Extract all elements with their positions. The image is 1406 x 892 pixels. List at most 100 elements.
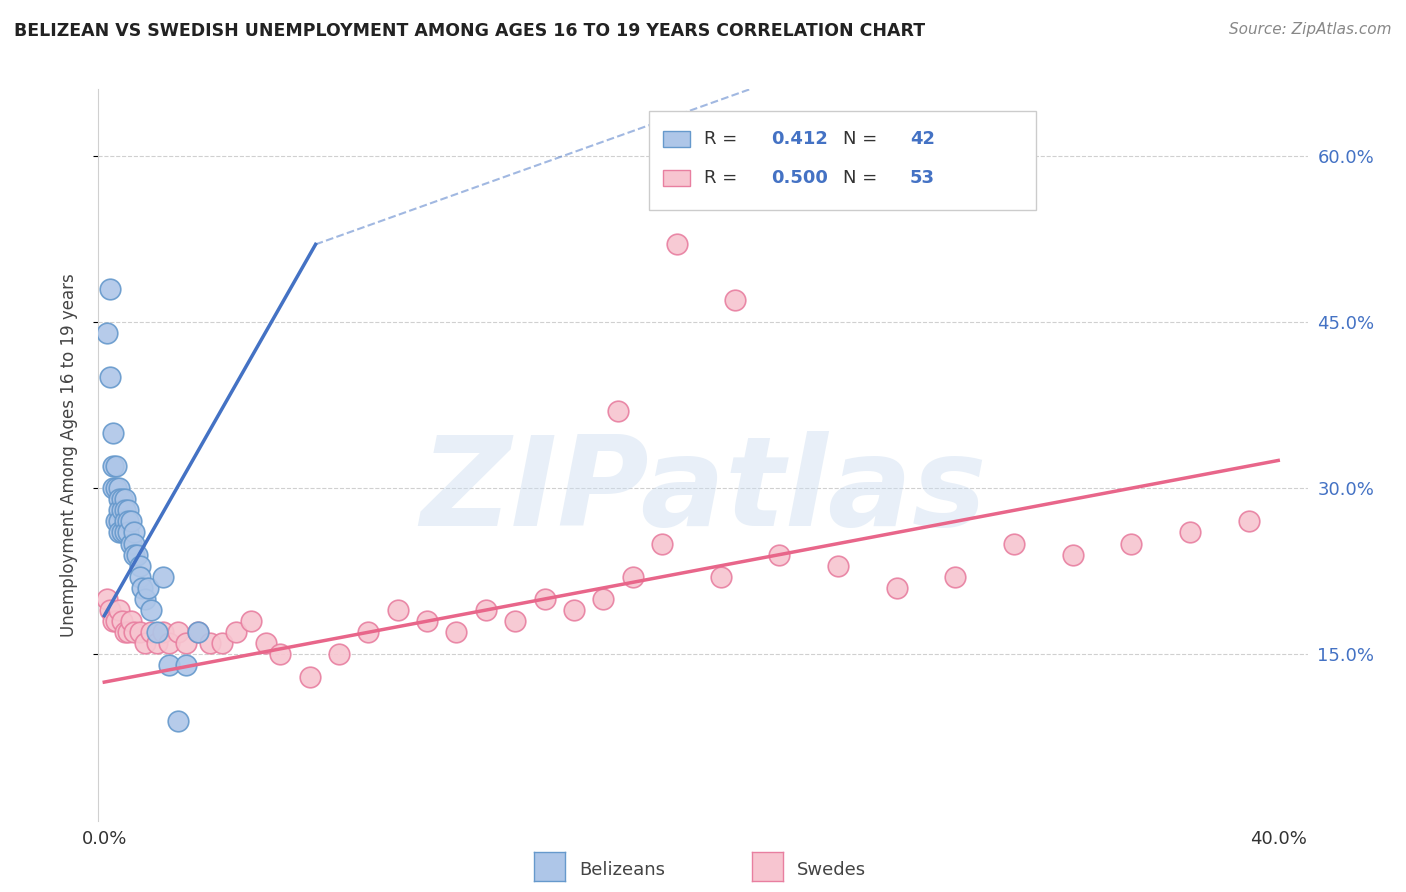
Text: Source: ZipAtlas.com: Source: ZipAtlas.com [1229,22,1392,37]
Point [357,625,380,640]
Point [114,625,136,640]
Point [128,558,150,573]
Point [710,570,733,584]
Point [269,648,291,662]
Point [152,570,174,584]
Point [111,492,134,507]
Point [111,503,134,517]
Point [1237,515,1260,529]
Point [111,614,134,628]
Point [134,592,156,607]
Point [592,592,614,607]
Point [166,714,188,728]
Point [328,648,350,662]
Point [157,636,180,650]
Point [503,614,526,628]
Point [187,625,209,640]
Point [108,481,131,495]
Point [101,481,124,495]
Point [152,625,174,640]
Point [120,614,142,628]
Point [157,658,180,673]
Text: ZIPatlas: ZIPatlas [420,431,986,552]
Point [122,548,145,562]
Point [166,625,188,640]
Point [141,625,163,640]
Point [122,625,145,640]
Point [114,503,136,517]
Point [98,370,121,384]
Point [108,525,131,540]
Point [105,481,128,495]
Point [562,603,585,617]
Point [105,515,128,529]
Point [125,548,148,562]
Text: 0.500: 0.500 [770,169,828,187]
Text: Swedes: Swedes [797,861,866,879]
Text: 53: 53 [910,169,935,187]
Text: 42: 42 [910,130,935,148]
Point [724,293,747,307]
Point [254,636,277,650]
Point [122,536,145,550]
Text: Belizeans: Belizeans [579,861,665,879]
Point [105,614,128,628]
Y-axis label: Unemployment Among Ages 16 to 19 years: Unemployment Among Ages 16 to 19 years [59,273,77,637]
Point [416,614,439,628]
Point [96,326,118,340]
Point [827,558,849,573]
Point [131,581,153,595]
Point [120,536,142,550]
Point [225,625,247,640]
Point [945,570,967,584]
Point [198,636,221,650]
Point [298,669,321,683]
Point [136,581,159,595]
Point [108,515,131,529]
Point [146,636,169,650]
Point [1002,536,1025,550]
Point [1180,525,1202,540]
Text: R =: R = [704,130,744,148]
Point [187,625,209,640]
Point [96,592,118,607]
Point [475,603,498,617]
Point [651,536,673,550]
Point [120,515,142,529]
Point [606,403,628,417]
Bar [664,131,690,147]
Point [114,492,136,507]
Point [114,525,136,540]
Point [108,503,131,517]
Point [117,503,139,517]
Point [240,614,263,628]
Point [533,592,555,607]
Text: 0.412: 0.412 [770,130,828,148]
Text: N =: N = [844,130,883,148]
Point [101,614,124,628]
Point [114,515,136,529]
Point [111,525,134,540]
Point [768,548,790,562]
Point [128,625,150,640]
Point [1121,536,1143,550]
Point [117,525,139,540]
Point [146,625,169,640]
Point [141,603,163,617]
Point [101,458,124,473]
Point [1062,548,1084,562]
Point [101,425,124,440]
Text: R =: R = [704,169,744,187]
Point [98,603,121,617]
Point [665,237,688,252]
Bar [648,112,1036,210]
Point [98,282,121,296]
Bar [664,170,690,186]
Point [108,492,131,507]
Point [176,636,198,650]
Point [108,603,131,617]
Point [211,636,233,650]
Point [105,458,128,473]
Point [886,581,908,595]
Point [446,625,468,640]
